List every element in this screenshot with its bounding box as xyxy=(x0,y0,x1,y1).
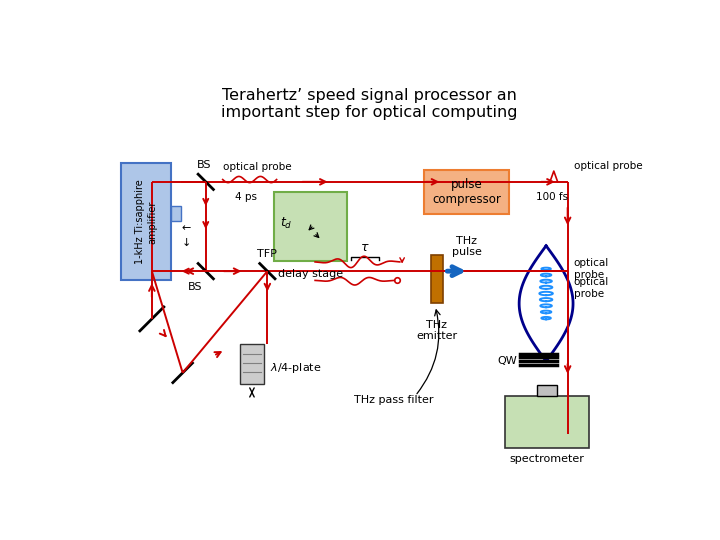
Text: optical probe: optical probe xyxy=(223,162,292,172)
FancyBboxPatch shape xyxy=(537,385,557,396)
Text: ←: ← xyxy=(182,223,192,233)
Text: BS: BS xyxy=(187,282,202,292)
Text: optical
probe: optical probe xyxy=(574,258,609,280)
Text: optical probe: optical probe xyxy=(574,161,642,171)
Text: 1-kHz Ti:sapphire
amplifier: 1-kHz Ti:sapphire amplifier xyxy=(135,179,157,264)
Text: $\lambda$/4-plate: $\lambda$/4-plate xyxy=(270,361,321,375)
Text: 4 ps: 4 ps xyxy=(235,192,257,202)
Text: THz
emitter: THz emitter xyxy=(416,320,457,341)
Text: $\tau$: $\tau$ xyxy=(361,241,370,254)
Text: ↓: ↓ xyxy=(182,239,192,248)
Text: $t_d$: $t_d$ xyxy=(281,216,293,231)
FancyBboxPatch shape xyxy=(274,192,348,261)
Text: 100 fs: 100 fs xyxy=(536,192,568,202)
Text: spectrometer: spectrometer xyxy=(510,455,585,464)
Text: pulse
compressor: pulse compressor xyxy=(432,178,501,206)
Text: BS: BS xyxy=(197,159,212,170)
FancyBboxPatch shape xyxy=(240,345,264,384)
FancyBboxPatch shape xyxy=(431,255,443,303)
Text: delay stage: delay stage xyxy=(279,269,343,279)
FancyBboxPatch shape xyxy=(425,170,509,214)
Text: Terahertz’ speed signal processor an
important step for optical computing: Terahertz’ speed signal processor an imp… xyxy=(221,88,517,120)
Text: QW: QW xyxy=(497,356,517,366)
Text: THz pass filter: THz pass filter xyxy=(354,395,433,405)
FancyBboxPatch shape xyxy=(505,396,589,448)
FancyBboxPatch shape xyxy=(171,206,181,221)
Text: TFP: TFP xyxy=(258,249,277,259)
Text: THz
pulse: THz pulse xyxy=(452,235,482,257)
FancyBboxPatch shape xyxy=(121,164,171,280)
Text: optical
probe: optical probe xyxy=(574,278,609,299)
